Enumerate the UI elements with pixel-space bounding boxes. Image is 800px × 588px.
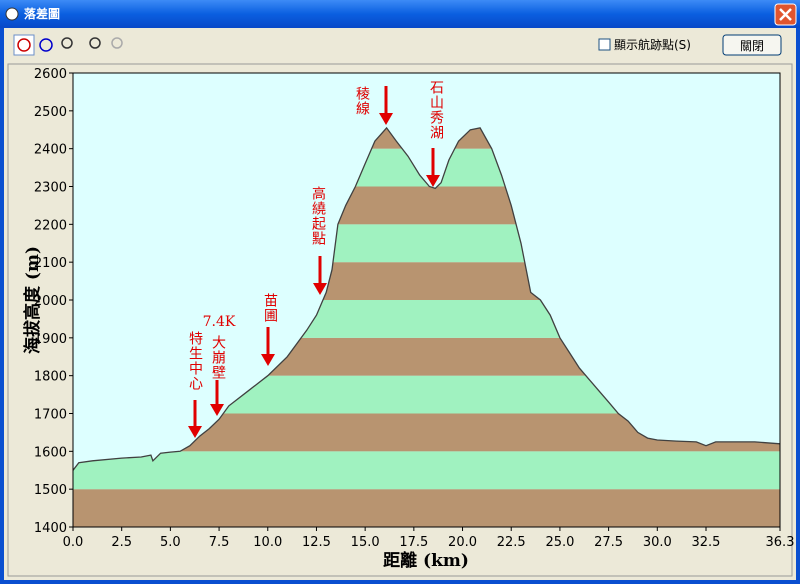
app-icon [5, 7, 19, 21]
y-tick-label: 2100 [34, 256, 67, 271]
x-tick-label: 0.0 [63, 535, 84, 550]
annotation-arrowhead [379, 113, 393, 125]
annotation-label: 7.4K [203, 314, 236, 330]
y-tick-label: 1500 [34, 483, 67, 498]
x-tick-label: 5.0 [160, 535, 181, 550]
elevation-band [73, 489, 780, 527]
annotation-label: 石山秀湖 [428, 80, 444, 140]
y-axis-label: 海拔高度 (m) [22, 246, 43, 354]
x-tick-label: 30.0 [643, 535, 672, 550]
x-tick-label: 25.0 [545, 535, 574, 550]
close-button-label: 關閉 [740, 39, 764, 53]
x-tick-label: 2.5 [111, 535, 132, 550]
x-tick-label: 10.0 [253, 535, 282, 550]
close-x-icon [779, 8, 792, 21]
show-points-label: 顯示航跡點(S) [614, 37, 691, 52]
annotation-label: 特生中心 [187, 331, 203, 391]
annotation-arrowhead [261, 354, 275, 366]
x-tick-label: 22.5 [497, 535, 526, 550]
elevation-band [73, 451, 780, 490]
tool-target[interactable] [13, 34, 35, 56]
x-tick-label: 15.0 [351, 535, 380, 550]
annotation-label: 稜線 [354, 86, 370, 116]
tool-zoom-out[interactable] [111, 37, 123, 49]
y-tick-label: 2000 [34, 294, 67, 309]
x-tick-label: 20.0 [448, 535, 477, 550]
y-tick-label: 1700 [34, 408, 67, 423]
annotation-arrowhead [313, 283, 327, 295]
y-tick-label: 1900 [34, 332, 67, 347]
y-tick-label: 2500 [34, 105, 67, 120]
elevation-line [72, 126, 781, 471]
tool-zoom-rect[interactable] [61, 37, 73, 49]
show-points-checkbox[interactable] [598, 38, 611, 51]
tool-pan[interactable] [39, 38, 53, 52]
annotation-label: 高繞起點 [310, 185, 326, 246]
x-tick-label: 36.3 [766, 535, 795, 550]
x-tick-label: 12.5 [302, 535, 331, 550]
annotation-label: 大崩壁 [210, 335, 226, 380]
annotation-arrowhead [210, 404, 224, 416]
toolbar [13, 34, 123, 56]
y-tick-label: 2300 [34, 181, 67, 196]
x-axis-label: 距離 (km) [383, 550, 469, 571]
y-tick-label: 1600 [34, 445, 67, 460]
y-tick-label: 2400 [34, 143, 67, 158]
title-bar [0, 0, 800, 28]
tool-target-icon [17, 38, 31, 52]
y-tick-label: 2600 [34, 67, 67, 82]
close-button[interactable] [722, 34, 782, 56]
y-tick-label: 1800 [34, 370, 67, 385]
y-tick-label: 1400 [34, 521, 67, 536]
annotation-arrowhead [426, 175, 440, 187]
annotation-arrowhead [188, 426, 202, 438]
x-tick-label: 27.5 [594, 535, 623, 550]
y-tick-label: 2200 [34, 218, 67, 233]
x-tick-label: 17.5 [399, 535, 428, 550]
x-tick-label: 7.5 [209, 535, 230, 550]
x-tick-label: 32.5 [692, 535, 721, 550]
annotation-label: 苗圃 [262, 293, 278, 323]
window-title: 落差圖 [24, 6, 60, 21]
tool-zoom-in[interactable] [89, 37, 101, 49]
